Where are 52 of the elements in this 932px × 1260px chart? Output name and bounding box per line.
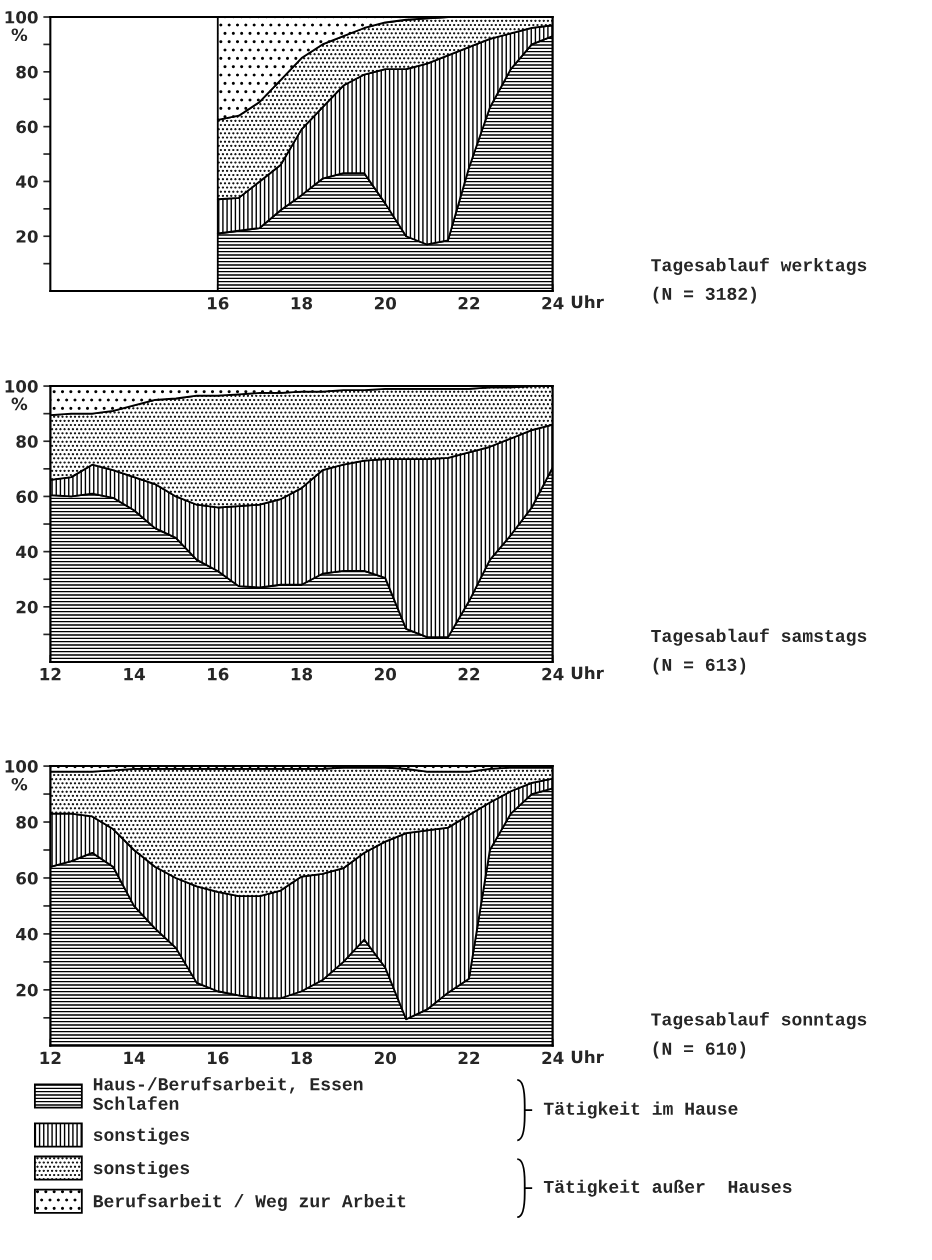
x-tick-label: 22 [458,296,480,310]
x-tick-label: 12 [40,667,61,681]
x-tick-label: 16 [208,667,229,681]
y-axis-title: % [11,777,28,791]
text: (N = 3182) [653,286,756,304]
x-tick-label: 14 [124,1051,145,1065]
y-tick-label: 100 [5,380,38,393]
x-tick-label: 22 [458,1051,480,1065]
y-tick-label: 80 [16,815,38,829]
text: Tagesablauf sonntags [651,1012,867,1030]
x-tick-label: 20 [374,1051,397,1065]
x-tick-label: 24 [542,667,564,681]
y-tick-label: 20 [16,230,38,243]
y-tick-label: 80 [16,65,38,79]
x-tick-label: 14 [124,668,145,681]
text: Tätigkeit außer Hauses [543,1179,792,1197]
y-tick-label: 100 [5,10,38,24]
x-tick-label: 20 [374,667,397,681]
text: Tagesablauf samstags [651,628,867,646]
x-tick-label: 24 [542,1051,564,1065]
x-tick-label: 18 [291,296,313,310]
y-axis-title: % [11,397,28,411]
x-tick-label: 22 [458,667,480,681]
text: (N = 610) [653,1041,746,1059]
y-axis-title: % [11,28,28,42]
text: (N = 613) [653,657,746,675]
x-tick-label: 16 [208,296,229,310]
text: Tätigkeit im Hause [543,1101,738,1119]
x-tick-label: 18 [291,1051,313,1065]
legend-label: Haus-/Berufsarbeit, Essen Schlafen [93,1076,363,1110]
y-tick-label: 60 [16,871,38,885]
y-tick-label: 20 [16,600,38,614]
y-tick-label: 100 [5,760,38,773]
y-tick-label: 40 [16,545,38,559]
x-tick-label: 24 [542,296,564,310]
y-tick-label: 60 [16,120,38,134]
legend-label: sonstiges [93,1127,190,1145]
y-tick-label: 80 [16,435,38,448]
y-tick-label: 60 [16,490,38,504]
x-axis-title: Uhr [571,666,604,680]
legend-label: sonstiges [93,1160,190,1178]
legend-label: Berufsarbeit / Weg zur Arbeit [93,1193,406,1211]
x-axis-title: Uhr [571,295,604,309]
x-tick-label: 16 [208,1051,229,1065]
y-tick-label: 40 [16,175,38,189]
y-tick-label: 20 [16,983,38,997]
x-axis-title: Uhr [571,1050,604,1064]
x-tick-label: 12 [40,1051,61,1065]
y-tick-label: 40 [16,927,38,941]
text: Tagesablauf werktags [651,257,867,275]
x-tick-label: 18 [291,667,313,681]
x-tick-label: 20 [374,296,397,310]
